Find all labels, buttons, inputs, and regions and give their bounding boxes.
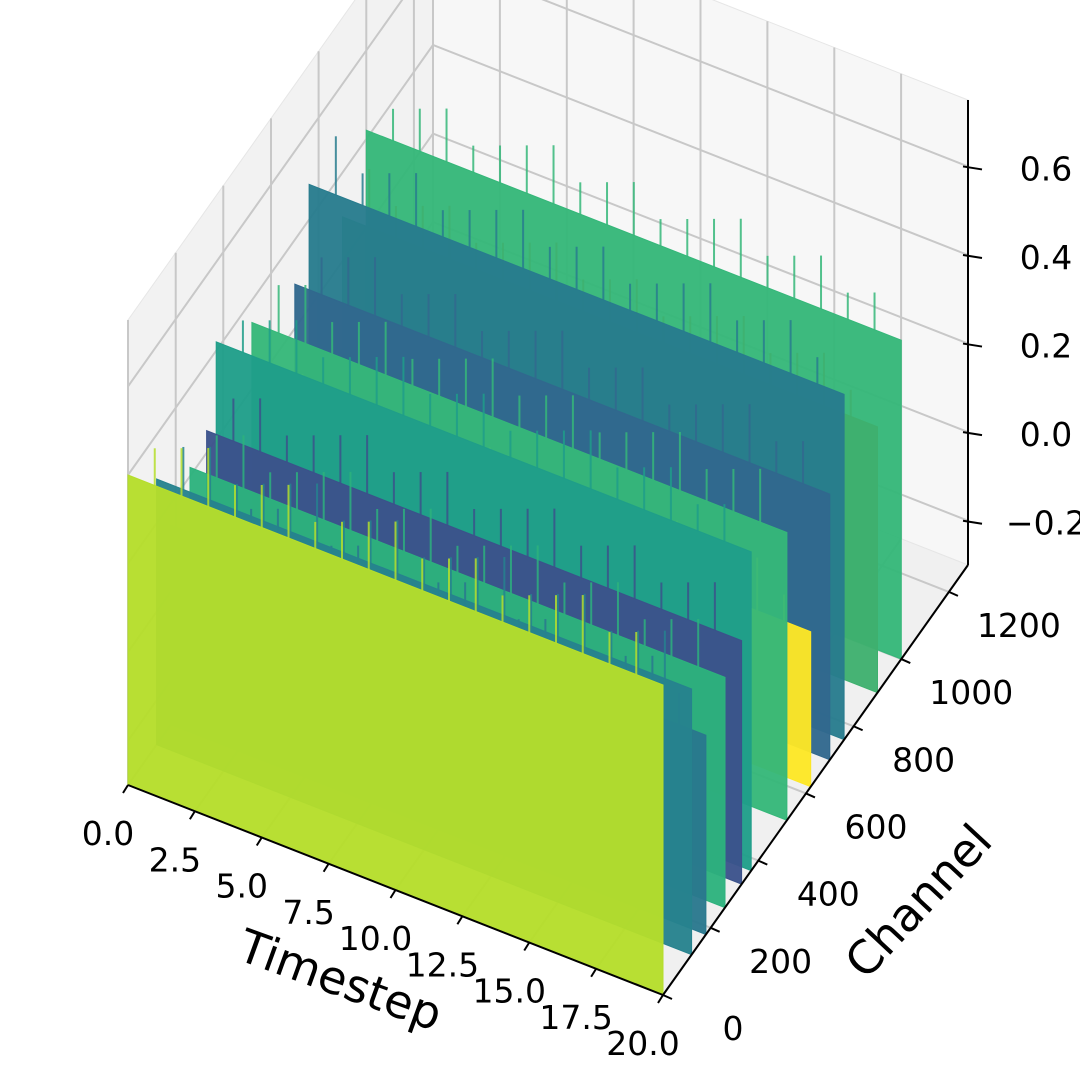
y-tick-label: 1000 [929, 673, 1013, 712]
z-tick-mark [962, 254, 983, 259]
x-tick-label: 17.5 [539, 998, 612, 1037]
z-tick-mark [962, 342, 983, 348]
z-tick-label: 0.6 [1020, 149, 1072, 188]
x-tick-mark [189, 810, 196, 820]
grid-line-z [127, 0, 969, 387]
x-tick-mark [523, 941, 531, 952]
y-tick-label: 0 [723, 1009, 744, 1048]
y-tick-mark [900, 658, 911, 664]
x-tick-label: 15.0 [473, 972, 546, 1011]
x-tick-label: 12.5 [406, 945, 479, 984]
y-tick-mark [853, 725, 864, 732]
z-tick-label: −0.2 [1006, 504, 1080, 543]
y-tick-mark [805, 792, 816, 799]
y-tick-label: 400 [797, 875, 860, 914]
z-tick-label: 0.4 [1020, 238, 1072, 277]
x-tick-mark [590, 968, 597, 978]
grid-line-z [127, 43, 969, 476]
z-tick-mark [962, 431, 983, 437]
y-tick-label: 600 [844, 807, 907, 846]
z-tick-mark [962, 165, 983, 171]
x-tick-label: 0.0 [82, 814, 134, 853]
x-tick-label: 7.5 [282, 893, 334, 932]
y-tick-mark [662, 994, 673, 1000]
x-tick-mark [389, 889, 397, 899]
x-tick-mark [456, 915, 464, 925]
z-tick-label: 0.2 [1020, 327, 1072, 366]
x-tick-mark [657, 994, 664, 1004]
x-tick-label: 20.0 [606, 1024, 679, 1063]
x-tick-label: 10.0 [339, 919, 412, 958]
x-tick-mark [122, 784, 129, 794]
y-tick-mark [710, 926, 721, 933]
y-tick-mark [948, 590, 959, 597]
x-tick-label: 5.0 [216, 867, 268, 906]
z-tick-mark [962, 519, 983, 525]
x-tick-mark [255, 836, 263, 847]
x-tick-mark [322, 863, 330, 873]
y-tick-label: 1200 [977, 606, 1061, 645]
axis-lines [122, 100, 983, 1004]
z-tick-label: 0.0 [1020, 415, 1072, 454]
y-axis-line [662, 564, 969, 996]
y-tick-label: 800 [892, 740, 955, 779]
surface-slabs [127, 108, 902, 996]
x-tick-label: 2.5 [149, 840, 201, 879]
y-tick-label: 200 [749, 942, 812, 981]
y-tick-mark [757, 859, 768, 866]
